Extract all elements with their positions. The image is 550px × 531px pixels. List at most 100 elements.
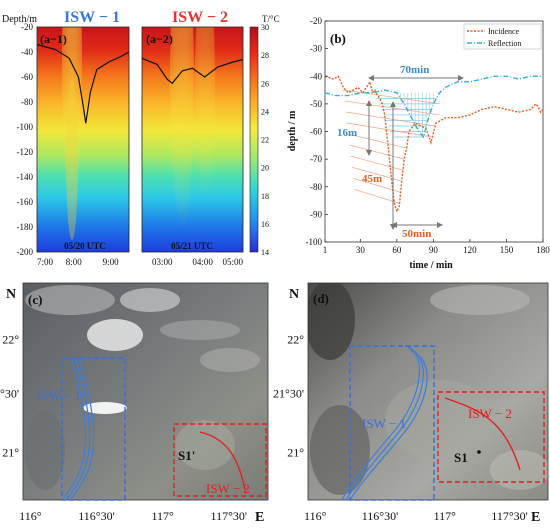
c-east-label: E <box>255 510 264 525</box>
a-y-tick-label: -140 <box>17 172 34 182</box>
b-annot-16m: 16m <box>337 127 357 139</box>
a-y-tick-label: -80 <box>21 97 33 107</box>
a-y-tick-label: -180 <box>17 222 34 232</box>
a1-x-tick-labels: 7:00 8:00 9:00 <box>37 257 119 267</box>
colorbar-tick-label: 22 <box>261 136 269 145</box>
b-y-tick-label: -60 <box>310 127 322 137</box>
b-annotations: 70min 16m 45m 50min <box>337 64 464 240</box>
a1-x-tick-label: 8:00 <box>66 257 83 267</box>
b-legend: Incidence Reflection <box>463 23 542 50</box>
colorbar-tick-label: 24 <box>261 107 269 116</box>
b-annot-70min: 70min <box>400 64 429 76</box>
legend-reflection: Reflection <box>488 39 521 48</box>
b-y-tick-label: -50 <box>310 99 322 109</box>
a2-tag: (a−2) <box>146 32 173 46</box>
c-lon-label: 117° <box>151 509 174 523</box>
panel-a: Depth/m ISW − 1 ISW − 2 (a−1) (a−2) 05/2… <box>2 9 280 267</box>
a1-heatmap <box>37 27 129 252</box>
b-annot-45m: 45m <box>362 173 382 185</box>
a1-x-tick-label: 7:00 <box>37 257 54 267</box>
c-satellite-image <box>23 283 268 500</box>
colorbar-tick-label: 30 <box>261 23 269 32</box>
c-isw1-label: ISW − 1 <box>37 388 81 403</box>
a2-date: 05/21 UTC <box>171 241 213 251</box>
colorbar-tick-label: 16 <box>261 220 269 229</box>
a1-title: ISW − 1 <box>64 9 120 26</box>
a2-x-tick-label: 04:00 <box>192 257 213 267</box>
colorbar-tick-label: 14 <box>261 248 269 257</box>
d-isw2-box <box>437 391 545 483</box>
b-y-tick-label: -80 <box>310 182 322 192</box>
a2-title: ISW − 2 <box>172 9 228 26</box>
a1-date: 05/20 UTC <box>64 241 106 251</box>
d-lon-label: 116° <box>304 509 327 523</box>
b-x-tick-label: 60 <box>392 245 402 255</box>
d-isw1-label: ISW − 1 <box>362 416 406 431</box>
a1-tag: (a−1) <box>40 32 67 46</box>
d-isw2-label: ISW − 2 <box>468 406 512 421</box>
colorbar-unit: T/°C <box>262 14 280 24</box>
b-y-tick-label: -20 <box>310 16 322 26</box>
b-y-tick-label: -30 <box>310 44 322 54</box>
d-coordinate-labels: 22° 21°30' 21° 116° 116°30' 117° 117°30' <box>273 332 528 523</box>
a2-x-tick-labels: 03:00 04:00 05:00 <box>152 257 244 267</box>
reflection-line <box>324 75 543 139</box>
b-y-tick-label: -40 <box>310 71 322 81</box>
d-satellite-image <box>308 283 548 500</box>
d-lon-label: 117°30' <box>491 509 528 523</box>
c-lon-label: 117°30' <box>211 509 248 523</box>
d-lon-label: 116°30' <box>362 509 399 523</box>
c-lat-label: 21°30' <box>0 387 19 401</box>
b-tag: (b) <box>330 31 346 46</box>
c-lat-label: 21° <box>2 445 19 459</box>
b-x-tick-label: 30 <box>356 245 366 255</box>
d-tag: (d) <box>313 291 329 306</box>
b-x-tick-label: 180 <box>536 245 550 255</box>
colorbar-tick-label: 26 <box>261 79 269 88</box>
d-east-label: E <box>531 510 540 525</box>
incidence-line <box>324 75 544 214</box>
a-y-tick-label: -20 <box>21 22 33 32</box>
c-lon-label: 116°30' <box>78 509 115 523</box>
a2-isotherm-line <box>142 57 243 85</box>
b-x-tick-label: 120 <box>463 245 477 255</box>
a-y-tick-label: -40 <box>21 47 33 57</box>
d-north-label: N <box>289 287 299 302</box>
c-lat-label: 22° <box>2 332 19 346</box>
d-lon-label: 117° <box>434 509 457 523</box>
d-lat-label: 22° <box>287 332 304 346</box>
a-y-tick-labels: -20 -40 -60 -80 -100 -120 -140 -160 -180 -200 <box>17 22 34 257</box>
a-ylabel: Depth/m <box>2 14 37 25</box>
legend-incidence: Incidence <box>488 27 520 36</box>
a-y-tick-label: -60 <box>21 72 33 82</box>
panel-b: (b) 1 30 60 90 120 150 180 -20 -30 -40 -50 -60 -70 -8… <box>287 16 550 271</box>
colorbar <box>249 26 259 253</box>
colorbar-tick-labels: 30 28 26 24 22 20 18 16 14 <box>261 23 269 257</box>
c-station-label: S1' <box>178 448 195 463</box>
a-y-tick-label: -160 <box>17 197 34 207</box>
a2-heatmap <box>142 27 243 252</box>
c-isw2-label: ISW − 2 <box>206 481 250 496</box>
d-station-label: S1 <box>454 450 468 465</box>
a-y-tick-label: -120 <box>17 147 34 157</box>
a1-isotherm-line <box>37 43 129 124</box>
a-y-tick-label: -100 <box>17 122 34 132</box>
colorbar-tick-label: 20 <box>261 164 269 173</box>
b-x-tick-label: 90 <box>429 245 439 255</box>
b-series <box>324 75 544 214</box>
c-isw2-box <box>173 423 267 497</box>
d-lat-label: 21°30' <box>273 387 304 401</box>
b-ylabel: depth / m <box>287 110 298 151</box>
c-tag: (c) <box>28 292 42 307</box>
d-lat-label: 21° <box>287 445 304 459</box>
a2-x-tick-label: 05:00 <box>222 257 243 267</box>
a2-x-tick-label: 03:00 <box>152 257 173 267</box>
b-plot-area <box>324 20 544 243</box>
c-coordinate-labels: 22° 21°30' 21° 116° 116°30' 117° 117°30' <box>0 332 247 523</box>
c-lon-label: 116° <box>19 509 42 523</box>
b-x-tick-label: 150 <box>500 245 514 255</box>
b-x-tick-label: 1 <box>323 245 328 255</box>
b-annot-50min: 50min <box>402 228 431 240</box>
c-north-label: N <box>6 287 16 302</box>
b-xlabel: time / min <box>409 260 453 271</box>
